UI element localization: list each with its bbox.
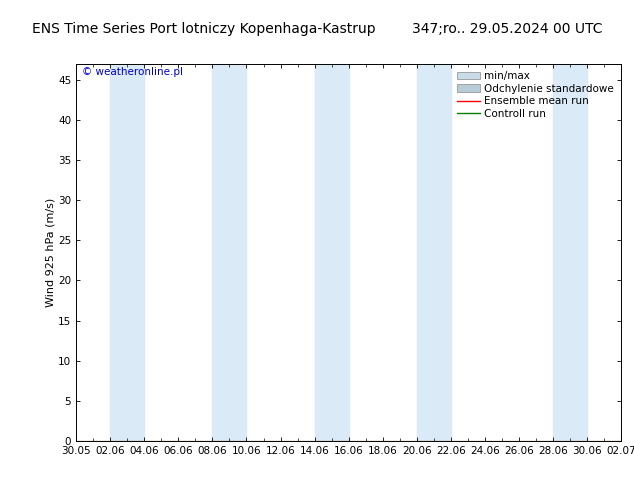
Y-axis label: Wind 925 hPa (m/s): Wind 925 hPa (m/s) [45,198,55,307]
Bar [212,64,247,441]
Bar [553,64,587,441]
Legend: min/max, Odchylenie standardowe, Ensemble mean run, Controll run: min/max, Odchylenie standardowe, Ensembl… [455,69,616,121]
Text: ENS Time Series Port lotniczy Kopenhaga-Kastrup: ENS Time Series Port lotniczy Kopenhaga-… [32,23,375,36]
Text: © weatheronline.pl: © weatheronline.pl [82,68,183,77]
Text: 347;ro.. 29.05.2024 00 UTC: 347;ro.. 29.05.2024 00 UTC [412,23,602,36]
Bar [110,64,144,441]
Bar [314,64,349,441]
Bar [417,64,451,441]
